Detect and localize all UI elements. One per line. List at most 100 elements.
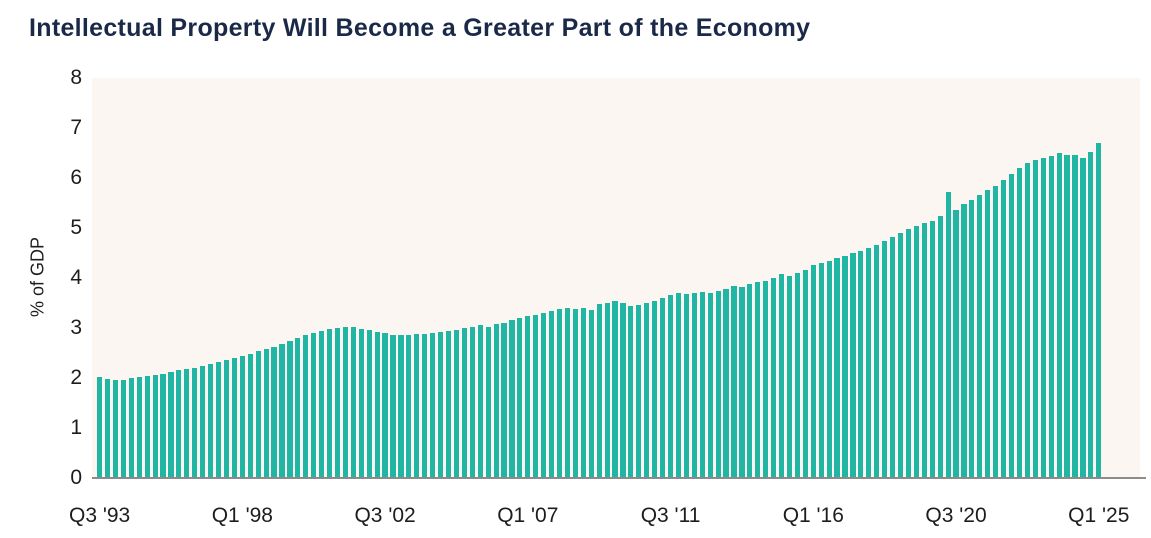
bar [969, 199, 975, 478]
bar [739, 287, 745, 478]
bar [1040, 157, 1046, 478]
bar [929, 220, 935, 478]
bar [913, 225, 919, 478]
y-tick-label: 7 [70, 116, 82, 139]
bar [1056, 153, 1062, 478]
bar [208, 364, 214, 478]
bar [564, 307, 571, 478]
bar [1016, 168, 1023, 478]
bar [414, 333, 420, 478]
bar [239, 355, 245, 478]
bar [406, 335, 412, 478]
bar [794, 272, 801, 478]
bar [675, 293, 682, 478]
bar [287, 340, 293, 478]
bar [366, 330, 372, 478]
bar [168, 372, 174, 478]
bar [374, 331, 380, 478]
bar [834, 258, 840, 478]
x-tick-label: Q3 '20 [925, 504, 987, 527]
bar [112, 379, 119, 478]
bar [588, 309, 594, 478]
bar [858, 250, 864, 478]
bar [160, 373, 166, 478]
bar [231, 357, 237, 478]
bar [921, 223, 927, 478]
bar [1080, 157, 1086, 478]
bar [699, 292, 705, 478]
bar [477, 325, 483, 478]
bar [826, 260, 832, 478]
bar [596, 304, 602, 478]
bar [945, 192, 951, 478]
chart-title: Intellectual Property Will Become a Grea… [29, 14, 811, 42]
bar [247, 353, 253, 478]
y-tick-label: 0 [70, 466, 82, 489]
bar [295, 337, 301, 478]
bar [1072, 154, 1078, 478]
bar [580, 307, 586, 478]
bar [683, 294, 689, 478]
bar [953, 209, 959, 478]
bar [771, 277, 777, 478]
x-tick-label: Q3 '93 [68, 504, 131, 527]
bar [200, 366, 206, 478]
bar [493, 323, 499, 478]
bar [786, 276, 793, 478]
bar [691, 293, 697, 478]
y-tick-label: 4 [70, 266, 82, 289]
bar [890, 236, 896, 478]
x-tick-label: Q3 '02 [354, 504, 416, 527]
bar [144, 376, 150, 478]
bar [469, 326, 475, 478]
y-tick-label: 3 [70, 316, 82, 339]
bar [1024, 163, 1030, 478]
y-tick-label: 8 [70, 66, 82, 89]
bar [445, 331, 452, 478]
y-tick-label: 5 [70, 216, 82, 239]
bar [660, 298, 666, 478]
bar [525, 315, 531, 478]
bar [255, 351, 261, 478]
bar [541, 312, 547, 478]
bar [461, 327, 467, 478]
bar [572, 309, 578, 478]
bar [509, 320, 515, 478]
bar [358, 328, 364, 478]
bar [810, 264, 816, 478]
bar [897, 232, 904, 478]
bar [501, 322, 507, 478]
bar [1088, 152, 1094, 478]
bar [961, 204, 967, 478]
bar [104, 378, 111, 478]
bar [850, 253, 856, 478]
bar [326, 329, 333, 478]
bar [120, 379, 126, 478]
bar [303, 335, 309, 478]
bar [882, 241, 888, 478]
y-tick-label: 1 [70, 416, 82, 439]
bar [636, 304, 642, 478]
bar [556, 308, 563, 478]
bar [1001, 180, 1007, 478]
bar [937, 216, 943, 478]
bar [549, 311, 555, 478]
x-tick-label: Q1 '16 [782, 504, 844, 527]
bar [192, 368, 198, 478]
bar [176, 370, 182, 478]
bar [644, 302, 650, 478]
bar [517, 317, 523, 478]
bar [215, 362, 222, 478]
bar [152, 374, 158, 478]
bar [136, 377, 142, 478]
bar [874, 244, 880, 478]
bar [430, 332, 436, 478]
bar [1032, 159, 1038, 478]
bar [1008, 174, 1015, 478]
bar [667, 294, 674, 478]
bar [319, 330, 325, 478]
bar [628, 305, 634, 478]
bar [763, 280, 769, 478]
bar [334, 327, 341, 478]
